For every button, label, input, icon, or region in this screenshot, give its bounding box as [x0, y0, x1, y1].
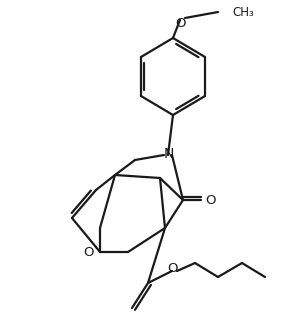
Text: O: O: [206, 194, 216, 206]
Text: CH₃: CH₃: [232, 5, 254, 19]
Text: O: O: [176, 17, 186, 29]
Text: O: O: [168, 261, 178, 275]
Text: N: N: [164, 147, 174, 161]
Text: O: O: [83, 246, 93, 260]
